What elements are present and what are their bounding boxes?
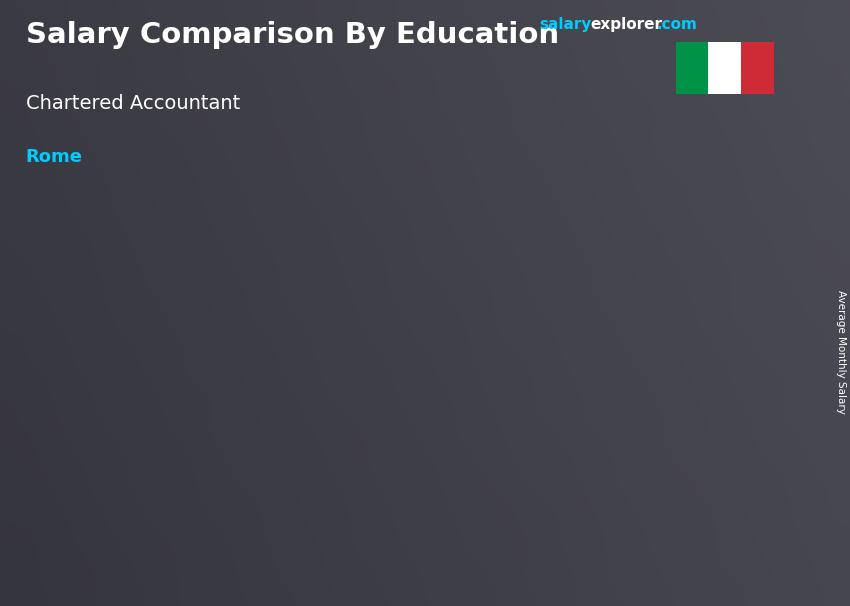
Polygon shape	[581, 230, 599, 497]
Text: Salary Comparison By Education: Salary Comparison By Education	[26, 21, 558, 49]
Polygon shape	[581, 230, 678, 497]
Polygon shape	[354, 298, 471, 308]
Polygon shape	[354, 308, 450, 497]
Text: 2,640 EUR: 2,640 EUR	[153, 348, 241, 362]
Text: Chartered Accountant: Chartered Accountant	[26, 94, 240, 113]
Text: salary: salary	[540, 17, 592, 32]
Polygon shape	[450, 298, 471, 497]
Polygon shape	[125, 373, 222, 497]
Text: Average Monthly Salary: Average Monthly Salary	[836, 290, 846, 413]
Polygon shape	[354, 308, 371, 497]
Text: Master's
Degree: Master's Degree	[604, 539, 677, 574]
Text: +52%: +52%	[232, 253, 318, 279]
Polygon shape	[125, 365, 243, 373]
Polygon shape	[581, 214, 700, 230]
Text: 5,680 EUR: 5,680 EUR	[609, 206, 697, 221]
Text: 4,010 EUR: 4,010 EUR	[381, 284, 469, 299]
Text: Certificate or
Diploma: Certificate or Diploma	[128, 539, 241, 574]
Text: explorer: explorer	[591, 17, 663, 32]
Text: Rome: Rome	[26, 148, 82, 167]
Text: +42%: +42%	[499, 184, 584, 210]
Text: Bachelor's
Degree: Bachelor's Degree	[368, 539, 456, 574]
Text: .com: .com	[656, 17, 697, 32]
Polygon shape	[125, 373, 143, 497]
Polygon shape	[678, 214, 700, 497]
Polygon shape	[222, 365, 243, 497]
